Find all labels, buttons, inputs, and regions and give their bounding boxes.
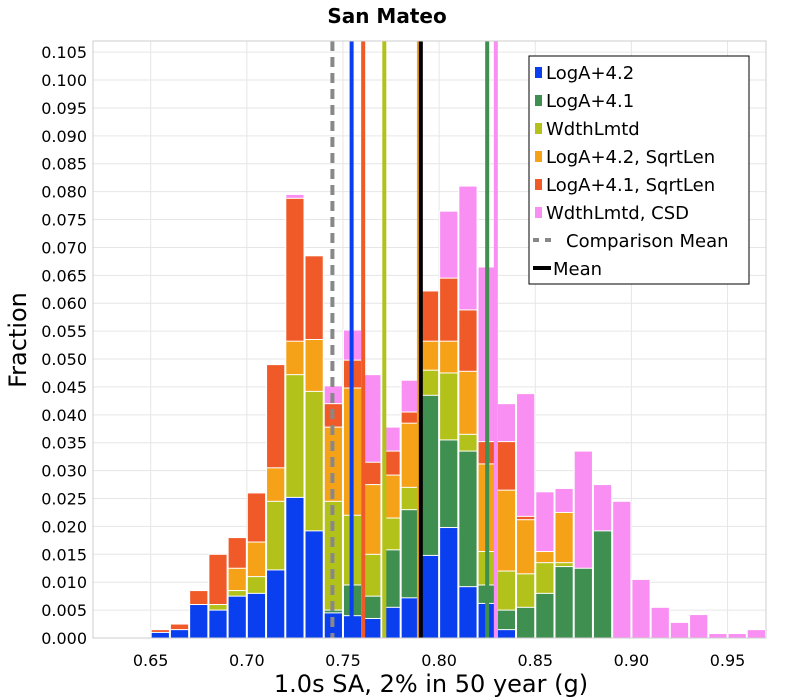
x-ticks: 0.65 0.70 0.75 0.80 0.85 0.90 0.95 [133,651,745,670]
y-tick-label: 0.075 [41,211,87,230]
bar-loga-4-2 [208,609,228,639]
y-tick-label: 0.055 [41,322,87,341]
y-tick-label: 0.025 [41,490,87,509]
bar-wdthlmtd-csd [746,629,766,639]
bar-loga-4-2 [246,592,267,639]
y-tick-label: 0.080 [41,183,87,202]
y-tick-label: 0.040 [41,406,87,425]
bar-wdthlmtd-csd [727,633,747,639]
bar-loga-4-2 [496,629,517,639]
legend-label: WdthLmtd, CSD [546,203,689,224]
bar-wdthlmtd-csd [669,621,690,639]
y-tick-label: 0.065 [41,266,87,285]
x-tick-label: 0.90 [614,651,650,670]
bar-loga-4-2 [227,595,247,639]
y-tick-label: 0.030 [41,462,87,481]
y-axis-title: Fraction [4,292,32,388]
bar-wdthlmtd-csd [650,606,670,639]
y-tick-label: 0.045 [41,378,87,397]
x-tick-label: 0.85 [517,651,553,670]
x-tick-label: 0.65 [133,651,169,670]
bar-loga-4-2 [285,496,305,639]
bar-loga-4-2 [362,617,382,639]
bar-loga-4-2 [458,586,478,639]
x-tick-label: 0.75 [325,651,361,670]
y-tick-label: 0.095 [41,99,87,118]
legend-label: Comparison Mean [566,231,729,252]
bar-loga-4-2 [419,554,440,639]
legend-swatch [535,151,542,162]
bar-loga-4-2 [169,629,190,639]
bar-loga-4-1 [592,530,613,639]
bars-layer [150,185,766,639]
bar-loga-4-2 [304,530,324,639]
chart-title: San Mateo [327,4,446,28]
x-tick-label: 0.80 [421,651,457,670]
legend-label: LogA+4.1 [546,91,634,112]
y-tick-label: 0.070 [41,238,87,257]
x-tick-label: 0.95 [710,651,746,670]
legend-swatch [535,179,542,190]
bar-loga-4-2 [189,604,209,639]
legend-swatch [535,207,542,218]
y-tick-label: 0.085 [41,155,87,174]
legend-swatch [535,123,542,134]
y-tick-label: 0.015 [41,545,87,564]
y-tick-label: 0.005 [41,601,87,620]
bar-loga-4-2 [439,527,459,639]
legend-box [528,55,750,285]
bar-loga-4-2 [150,631,170,639]
legend-label: LogA+4.1, SqrtLen [546,175,715,196]
plot-frame [92,40,767,639]
bar-loga-4-1 [535,592,555,639]
x-tick-label: 0.70 [229,651,265,670]
bar-wdthlmtd-csd [708,633,728,639]
legend-label: LogA+4.2, SqrtLen [546,147,715,168]
y-tick-label: 0.050 [41,350,87,369]
legend-label: LogA+4.2 [546,63,634,84]
legend-swatch [535,95,542,106]
y-tick-label: 0.010 [41,573,87,592]
bar-loga-4-1 [554,566,574,639]
mean-lines-layer [330,41,498,638]
y-tick-label: 0.035 [41,434,87,453]
legend-swatch [535,67,542,78]
y-tick-label: 0.090 [41,127,87,146]
x-axis-title: 1.0s SA, 2% in 50 year (g) [274,670,588,698]
bar-wdthlmtd-csd [612,500,632,639]
y-tick-label: 0.060 [41,294,87,313]
bar-wdthlmtd-csd [689,614,709,639]
y-tick-label: 0.100 [41,71,87,90]
legend: LogA+4.2 LogA+4.1 WdthLmtd LogA+4.2, SqrtLe… [528,55,750,285]
bar-loga-4-2 [400,597,420,639]
y-tick-label: 0.105 [41,43,87,62]
y-ticks: 0.000 0.005 0.010 0.015 0.020 0.025 0.030 0.035… [41,43,87,648]
bar-loga-4-1 [516,606,536,639]
bar-loga-4-2 [266,569,286,639]
y-tick-label: 0.020 [41,517,87,536]
bar-wdthlmtd-csd [631,578,651,639]
legend-label: WdthLmtd [546,119,640,140]
legend-label: Mean [553,259,602,280]
y-tick-label: 0.000 [41,629,87,648]
bar-loga-4-1 [573,567,593,639]
